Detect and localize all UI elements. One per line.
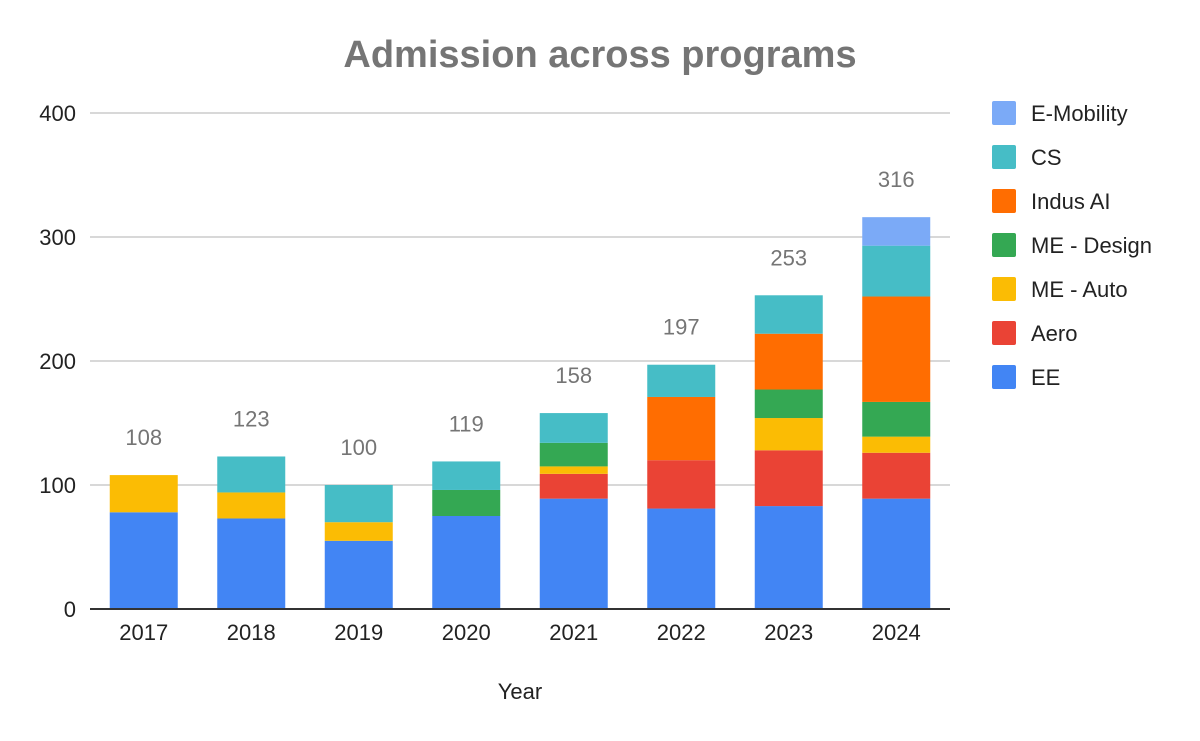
bar-segment-indus-ai-2023: [754, 333, 823, 390]
bar-segment-ee-2021: [539, 498, 608, 609]
bar-segment-indus-ai-2022: [647, 396, 716, 461]
bar-segment-me-auto-2017: [109, 475, 178, 513]
x-tick-label: 2020: [442, 620, 491, 645]
bar-segment-ee-2017: [109, 512, 178, 609]
legend-swatch: [992, 321, 1016, 345]
bar-segment-cs-2023: [754, 295, 823, 334]
bar-total-label: 123: [233, 406, 270, 431]
bar-total-label: 197: [663, 315, 700, 340]
chart-title: Admission across programs: [343, 34, 856, 76]
y-axis-ticks: 0 100 200 300 400: [39, 101, 76, 622]
y-tick-label: 200: [39, 349, 76, 374]
legend-swatch: [992, 145, 1016, 169]
bar-segment-ee-2020: [432, 516, 501, 609]
bar-segment-me-auto-2018: [217, 492, 286, 519]
bar-segment-me-design-2024: [862, 401, 931, 437]
legend-label: E-Mobility: [1031, 101, 1128, 126]
bar-total-label: 119: [449, 411, 484, 436]
y-tick-label: 400: [39, 101, 76, 126]
x-axis-ticks: 2017 2018 2019 2020 2021 2022 2023 2024: [119, 620, 920, 645]
bar-segment-cs-2022: [647, 364, 716, 397]
bar-segment-me-auto-2021: [539, 466, 608, 474]
legend-swatch: [992, 101, 1016, 125]
y-tick-label: 100: [39, 473, 76, 498]
bar-total-label: 108: [125, 425, 162, 450]
bar-segment-cs-2018: [217, 456, 286, 493]
bar-segment-cs-2020: [432, 461, 501, 490]
legend-label: EE: [1031, 365, 1060, 390]
bar-total-label: 253: [770, 245, 807, 270]
bar-segment-ee-2022: [647, 508, 716, 609]
bar-segment-me-design-2021: [539, 442, 608, 467]
y-tick-label: 300: [39, 225, 76, 250]
bar-segment-me-auto-2023: [754, 418, 823, 451]
legend-label: Indus AI: [1031, 189, 1111, 214]
legend-swatch: [992, 277, 1016, 301]
legend: E-Mobility CS Indus AI ME - Design ME - Auto…: [992, 101, 1152, 390]
bar-segment-cs-2024: [862, 245, 931, 297]
legend-swatch: [992, 233, 1016, 257]
bar-segment-cs-2019: [324, 485, 393, 523]
y-tick-label: 0: [64, 597, 76, 622]
bar-segment-cs-2021: [539, 413, 608, 443]
x-tick-label: 2017: [119, 620, 168, 645]
bar-segment-ee-2018: [217, 518, 286, 609]
legend-swatch: [992, 189, 1016, 213]
bar-total-label: 158: [555, 363, 592, 388]
bar-segment-e-mobility-2024: [862, 217, 931, 246]
bar-segment-ee-2023: [754, 506, 823, 609]
bar-total-label: 316: [878, 167, 915, 192]
bar-segment-me-auto-2019: [324, 522, 393, 541]
bar-segment-aero-2024: [862, 452, 931, 499]
bar-segment-indus-ai-2024: [862, 296, 931, 402]
bar-segment-aero-2022: [647, 460, 716, 509]
x-tick-label: 2023: [764, 620, 813, 645]
bar-totals: 108 123 100 119 158 197 253 316: [125, 167, 914, 460]
bar-segment-aero-2021: [539, 473, 608, 499]
legend-swatch: [992, 365, 1016, 389]
bar-total-label: 100: [340, 435, 377, 460]
x-tick-label: 2024: [872, 620, 921, 645]
x-tick-label: 2021: [549, 620, 598, 645]
legend-label: ME - Auto: [1031, 277, 1128, 302]
legend-label: Aero: [1031, 321, 1077, 346]
legend-label: CS: [1031, 145, 1062, 170]
bar-segment-me-design-2020: [432, 489, 501, 516]
x-axis-label: Year: [498, 679, 542, 704]
x-tick-label: 2018: [227, 620, 276, 645]
x-tick-label: 2019: [334, 620, 383, 645]
bar-segment-me-design-2023: [754, 389, 823, 419]
bars: [109, 217, 931, 609]
bar-segment-ee-2024: [862, 498, 931, 609]
x-tick-label: 2022: [657, 620, 706, 645]
bar-segment-aero-2023: [754, 450, 823, 507]
bar-segment-me-auto-2024: [862, 436, 931, 453]
bar-segment-ee-2019: [324, 540, 393, 609]
legend-label: ME - Design: [1031, 233, 1152, 258]
